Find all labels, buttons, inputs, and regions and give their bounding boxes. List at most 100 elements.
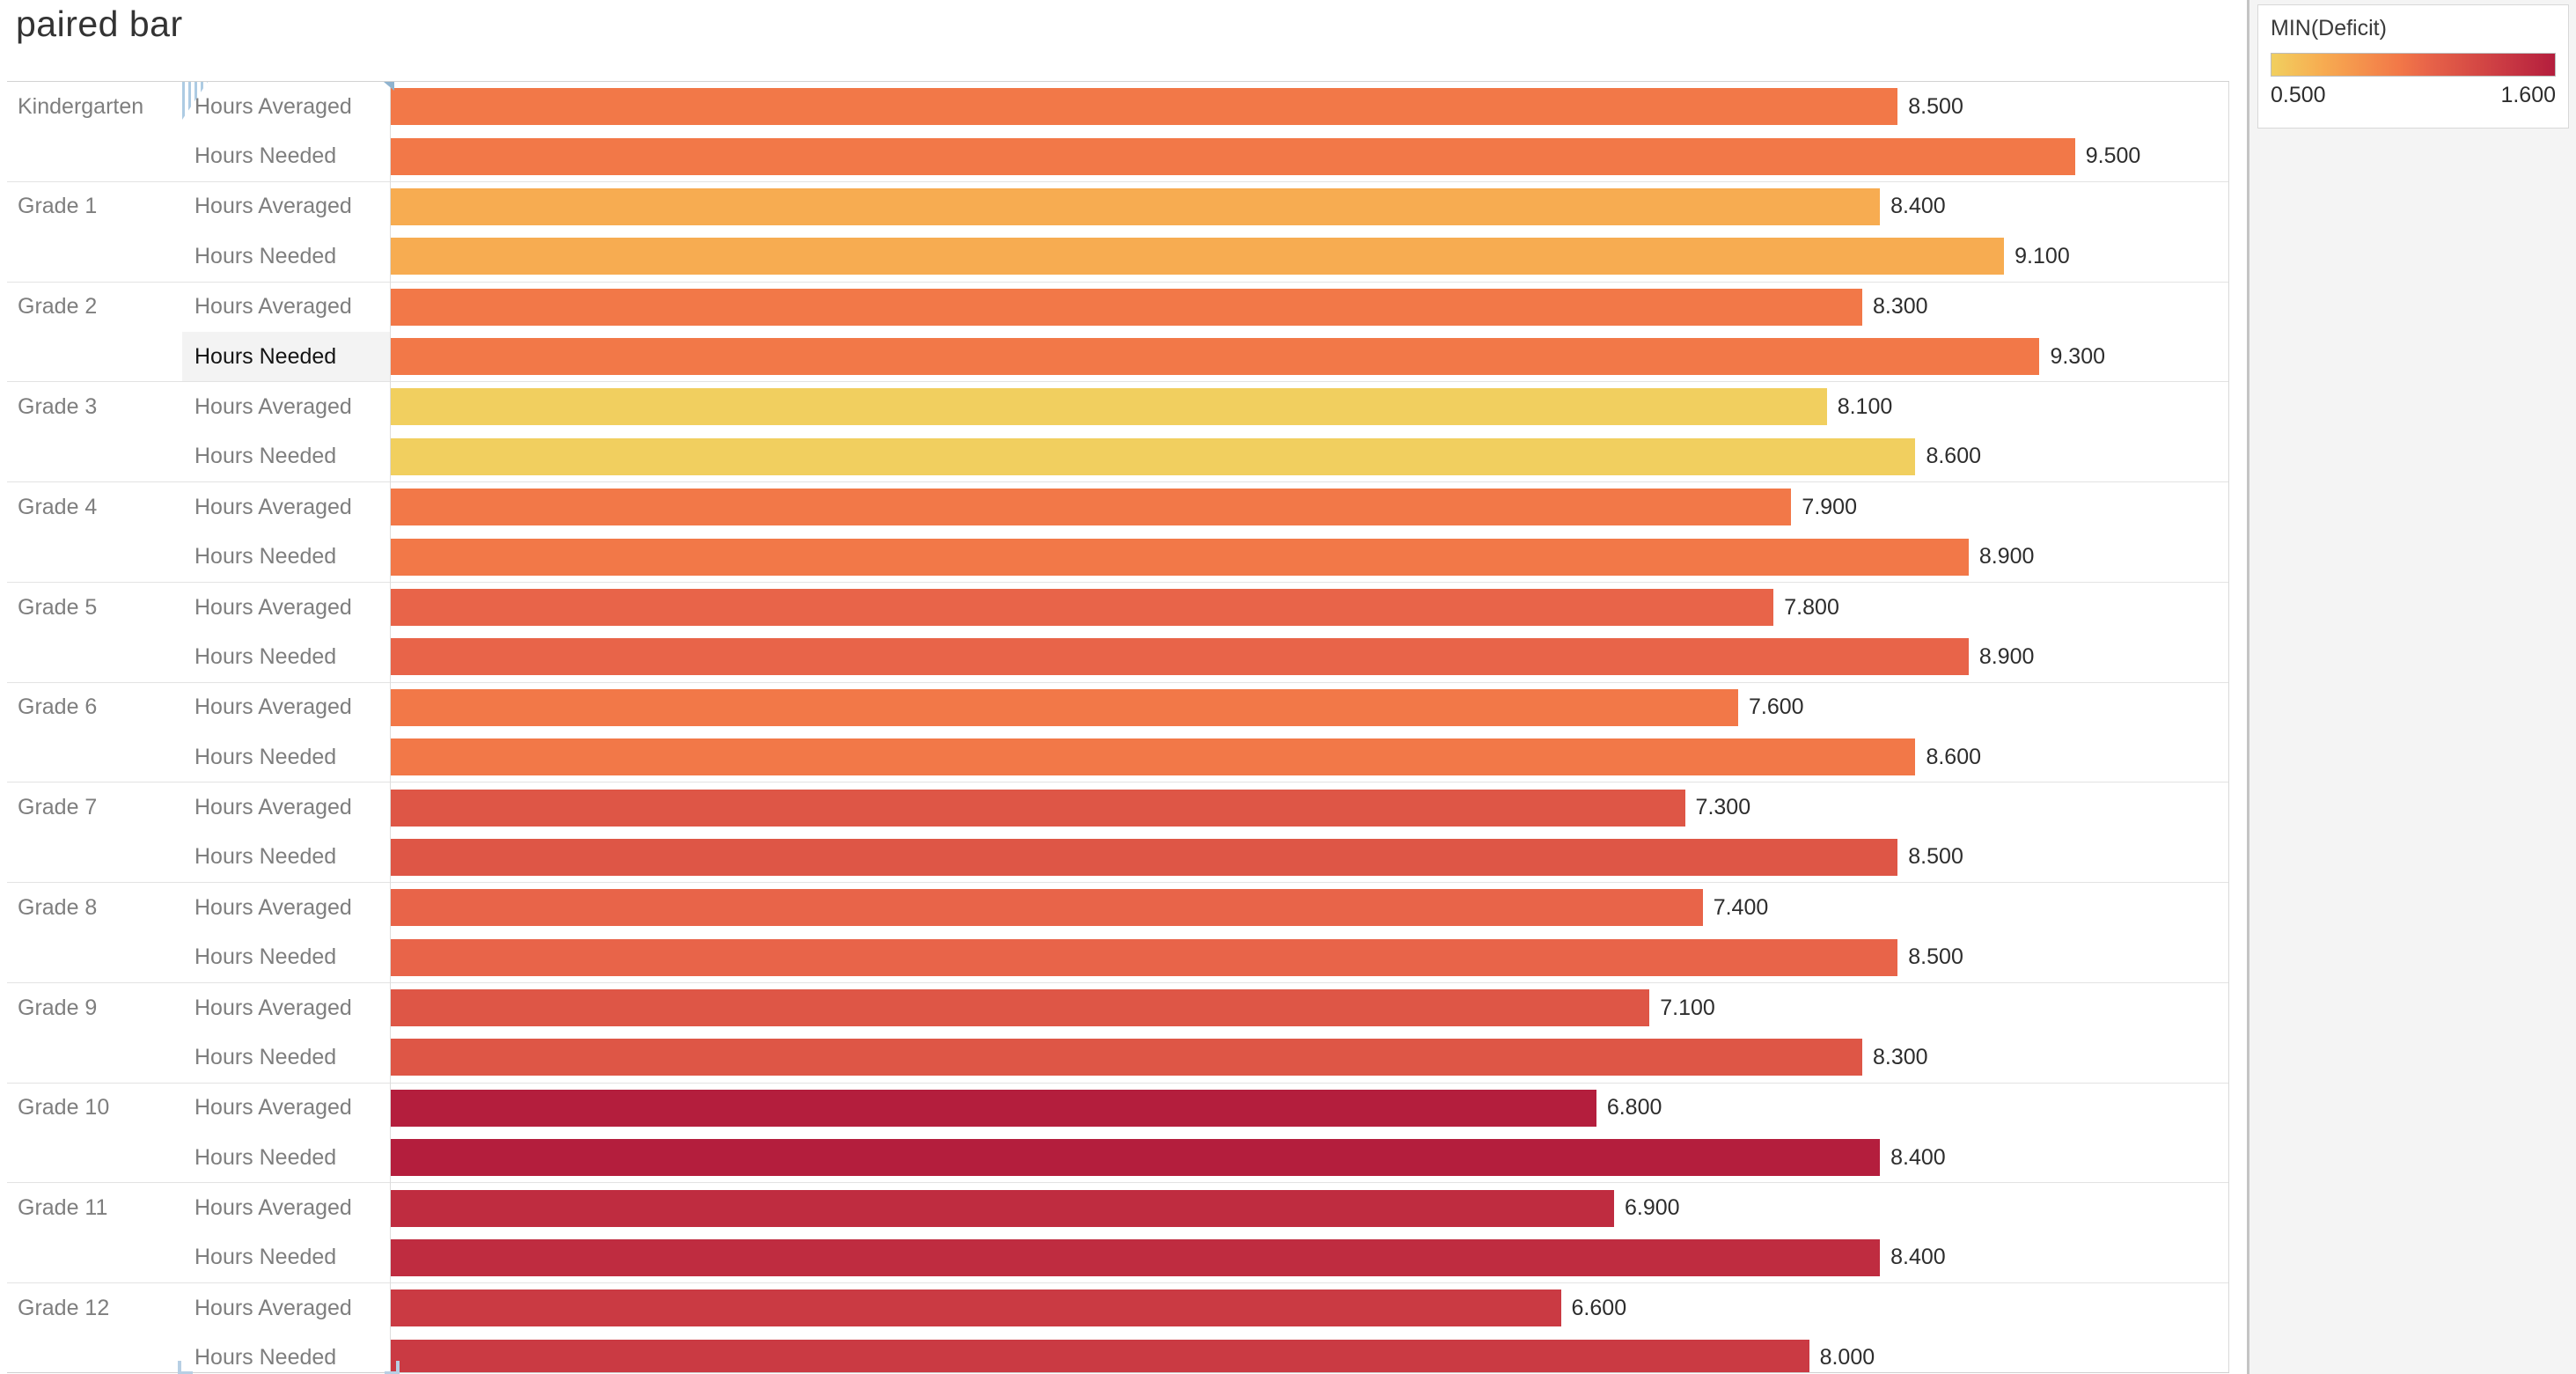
measure-label[interactable]: Hours Averaged	[194, 194, 352, 219]
bar[interactable]	[391, 688, 1738, 726]
bar[interactable]	[391, 1238, 1881, 1276]
measure-label[interactable]: Hours Needed	[194, 1345, 337, 1370]
measure-label[interactable]: Hours Averaged	[194, 894, 352, 920]
bar[interactable]	[391, 989, 1650, 1027]
bar-track: 8.600	[390, 732, 2229, 782]
measure-label[interactable]: Hours Needed	[194, 1144, 337, 1170]
grade-label[interactable]: Grade 4	[18, 494, 98, 519]
measure-label[interactable]: Hours Needed	[194, 1245, 337, 1270]
grade-label[interactable]: Grade 8	[18, 894, 98, 920]
measure-label[interactable]: Hours Averaged	[194, 694, 352, 720]
grade-label[interactable]: Grade 12	[18, 1295, 110, 1320]
grade-label[interactable]: Grade 10	[18, 1095, 110, 1121]
bar[interactable]	[391, 437, 1916, 475]
bar[interactable]	[391, 489, 1792, 526]
measure-label[interactable]: Hours Needed	[194, 844, 337, 870]
grade-label[interactable]: Grade 6	[18, 694, 98, 720]
bar[interactable]	[391, 938, 1898, 976]
bar-track: 8.300	[390, 1032, 2229, 1082]
measure-label[interactable]: Hours Averaged	[194, 1195, 352, 1221]
bar[interactable]	[391, 1339, 1809, 1372]
bar-value-label: 8.600	[1926, 444, 1981, 469]
bar[interactable]	[391, 1189, 1614, 1227]
grade-label[interactable]: Grade 2	[18, 294, 98, 320]
measure-label[interactable]: Hours Averaged	[194, 1295, 352, 1320]
measure-label[interactable]: Hours Needed	[194, 143, 337, 169]
bar-track: 8.500	[390, 82, 2229, 131]
bar-track: 6.900	[390, 1183, 2229, 1232]
grade-label[interactable]: Kindergarten	[18, 93, 144, 119]
legend-card: MIN(Deficit) 0.500 1.600	[2257, 4, 2569, 129]
legend-gradient-swatch[interactable]	[2271, 53, 2556, 77]
measure-label[interactable]: Hours Averaged	[194, 594, 352, 620]
grade-label[interactable]: Grade 9	[18, 995, 98, 1020]
bar-value-label: 8.400	[1890, 1144, 1946, 1170]
grade-label[interactable]: Grade 1	[18, 194, 98, 219]
selection-bracket-bottom-right	[385, 1361, 400, 1374]
bar-track: 9.300	[390, 332, 2229, 381]
bar[interactable]	[391, 338, 2040, 376]
measure-label[interactable]: Hours Needed	[194, 744, 337, 769]
measure-label[interactable]: Hours Averaged	[194, 393, 352, 419]
bar[interactable]	[391, 88, 1898, 126]
measure-label[interactable]: Hours Averaged	[194, 795, 352, 820]
bar[interactable]	[391, 137, 2075, 175]
measure-label[interactable]: Hours Averaged	[194, 294, 352, 320]
bar-value-label: 8.300	[1873, 1044, 1928, 1069]
bar-value-label: 7.300	[1695, 795, 1751, 820]
legend-min-label: 0.500	[2271, 83, 2326, 107]
bar-track: 8.900	[390, 532, 2229, 581]
bar-value-label: 7.600	[1748, 694, 1804, 720]
bar[interactable]	[391, 638, 1969, 676]
measure-label[interactable]: Hours Averaged	[194, 494, 352, 519]
bar[interactable]	[391, 1039, 1862, 1076]
viz-table: Kindergarten Hours Averaged 8.500 Hours Nee…	[7, 81, 2229, 1373]
bar-value-label: 9.100	[2015, 243, 2070, 268]
legend-panel: MIN(Deficit) 0.500 1.600	[2247, 0, 2576, 1374]
bar[interactable]	[391, 1139, 1881, 1177]
bar[interactable]	[391, 738, 1916, 776]
bar[interactable]	[391, 1290, 1561, 1327]
bar[interactable]	[391, 789, 1685, 827]
bar-value-label: 9.300	[2050, 343, 2105, 369]
bar-value-label: 8.500	[1908, 93, 1963, 119]
grade-group: Grade 3 Hours Averaged 8.100 Hours Needed 8.…	[7, 382, 2229, 483]
bar[interactable]	[391, 538, 1969, 576]
bar[interactable]	[391, 187, 1881, 225]
bar-track: 9.500	[390, 131, 2229, 180]
measure-label[interactable]: Hours Needed	[194, 444, 337, 469]
grade-group: Kindergarten Hours Averaged 8.500 Hours Nee…	[7, 82, 2229, 182]
bar[interactable]	[391, 238, 2005, 276]
grade-label[interactable]: Grade 11	[18, 1195, 108, 1221]
bar[interactable]	[391, 388, 1827, 426]
bar[interactable]	[391, 838, 1898, 876]
measure-label[interactable]: Hours Averaged	[194, 1095, 352, 1121]
bar[interactable]	[391, 288, 1862, 326]
bar[interactable]	[391, 1089, 1596, 1127]
measure-label[interactable]: Hours Needed	[194, 643, 337, 669]
measure-label[interactable]: Hours Needed	[194, 243, 337, 268]
bar[interactable]	[391, 589, 1774, 627]
legend-max-label: 1.600	[2500, 83, 2556, 107]
bar-track: 8.500	[390, 833, 2229, 882]
bar-track: 9.100	[390, 231, 2229, 281]
bar-value-label: 7.900	[1802, 494, 1857, 519]
grade-group: Grade 5 Hours Averaged 7.800 Hours Needed 8.…	[7, 583, 2229, 683]
measure-label[interactable]: Hours Needed	[194, 1044, 337, 1069]
grade-label[interactable]: Grade 7	[18, 795, 98, 820]
bar-value-label: 8.500	[1908, 844, 1963, 870]
bar-value-label: 6.600	[1571, 1295, 1627, 1320]
measure-label[interactable]: Hours Averaged	[194, 93, 352, 119]
measure-label[interactable]: Hours Needed	[194, 944, 337, 970]
bar-track: 8.100	[390, 382, 2229, 431]
measure-label[interactable]: Hours Needed	[194, 544, 337, 569]
bar[interactable]	[391, 889, 1703, 927]
measure-label[interactable]: Hours Averaged	[194, 995, 352, 1020]
bar-track: 8.900	[390, 632, 2229, 681]
bar-value-label: 8.900	[1978, 544, 2035, 569]
grade-label[interactable]: Grade 5	[18, 594, 98, 620]
bar-value-label: 8.900	[1978, 643, 2035, 669]
bar-track: 6.600	[390, 1283, 2229, 1333]
measure-label[interactable]: Hours Needed	[182, 331, 390, 382]
grade-label[interactable]: Grade 3	[18, 393, 98, 419]
